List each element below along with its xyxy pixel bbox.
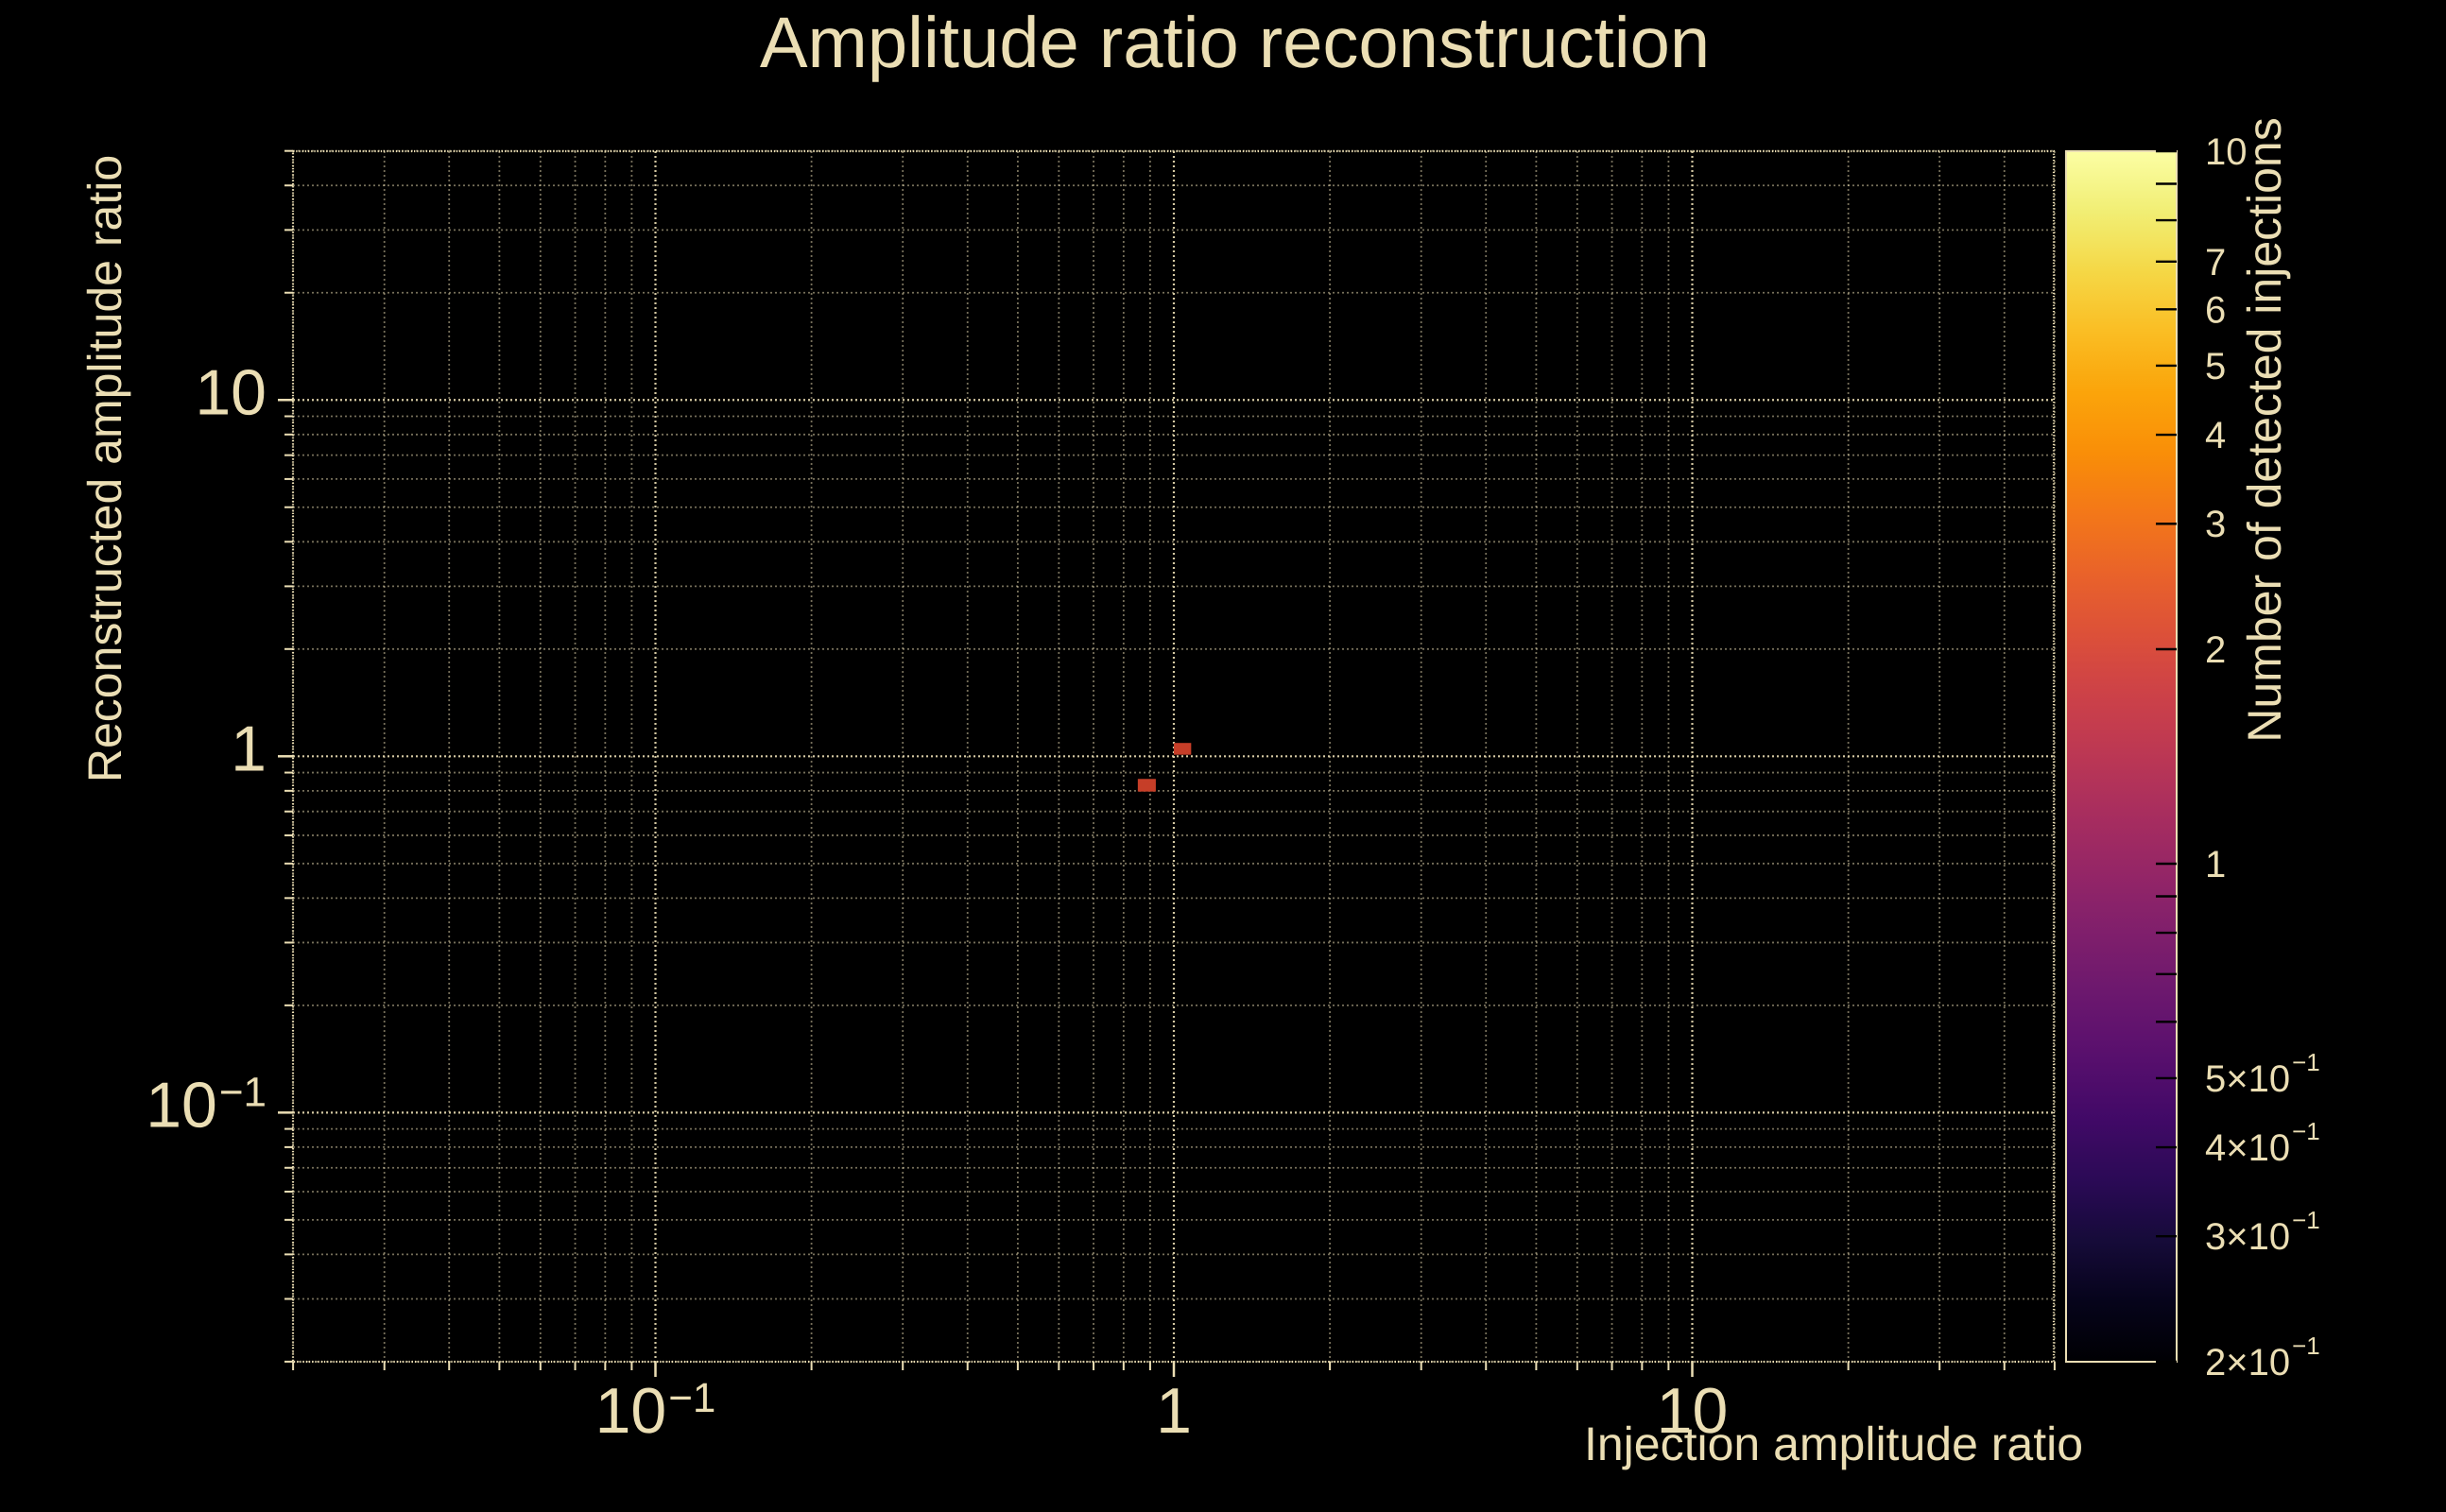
svg-text:1: 1 — [2205, 844, 2226, 885]
svg-text:6: 6 — [2205, 289, 2226, 331]
svg-text:Injection amplitude ratio: Injection amplitude ratio — [1584, 1418, 2083, 1470]
svg-text:Reconstructed amplitude ratio: Reconstructed amplitude ratio — [78, 155, 131, 782]
svg-text:5: 5 — [2205, 346, 2226, 387]
svg-text:1: 1 — [231, 713, 267, 784]
svg-text:2: 2 — [2205, 629, 2226, 671]
svg-text:10: 10 — [195, 356, 267, 428]
svg-text:Amplitude ratio reconstruction: Amplitude ratio reconstruction — [760, 3, 1710, 83]
svg-text:Number of detected injections: Number of detected injections — [2238, 117, 2291, 742]
svg-text:1: 1 — [1156, 1375, 1192, 1447]
svg-text:4: 4 — [2205, 415, 2226, 456]
svg-text:3: 3 — [2205, 504, 2226, 545]
svg-text:7: 7 — [2205, 242, 2226, 284]
